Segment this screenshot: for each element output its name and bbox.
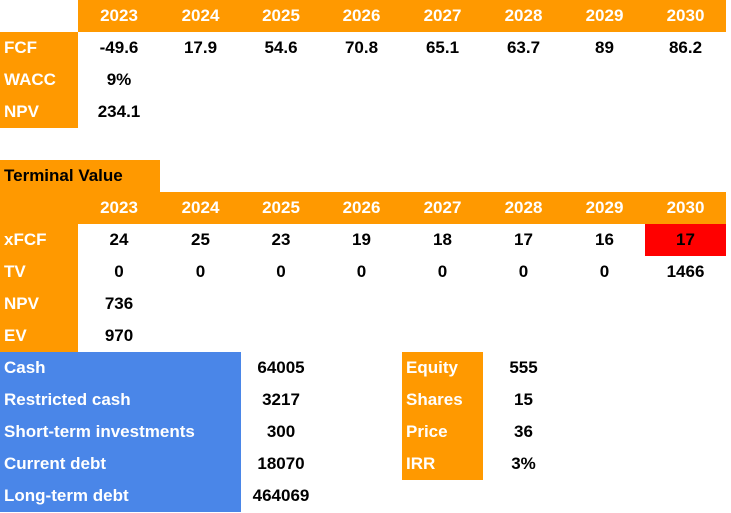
valuation-value: 15 <box>514 390 533 409</box>
value-cell: 17 <box>645 224 726 256</box>
value-cell: 17 <box>514 230 533 249</box>
value-cell: 736 <box>104 294 134 313</box>
balance-value: 18070 <box>257 454 305 473</box>
year-header: 2027 <box>423 6 462 25</box>
valuation-label: Shares <box>402 384 483 416</box>
value-cell: 19 <box>352 230 371 249</box>
row-label: xFCF <box>0 224 78 256</box>
balance-label: Restricted cash <box>0 384 241 416</box>
year-header: 2026 <box>342 6 381 25</box>
balance-label: Long-term debt <box>0 480 241 512</box>
balance-label: Short-term investments <box>0 416 241 448</box>
value-cell: 0 <box>276 262 286 281</box>
value-cell: 0 <box>437 262 448 281</box>
value-cell: 23 <box>271 230 291 249</box>
year-header: 2030 <box>666 198 705 217</box>
year-header: 2029 <box>585 6 624 25</box>
valuation-value: 555 <box>509 358 538 377</box>
row-label: NPV <box>0 288 78 320</box>
valuation-value: 36 <box>514 422 533 441</box>
value-cell: 18 <box>433 230 452 249</box>
row-label: FCF <box>0 32 78 64</box>
header-row <box>78 0 726 32</box>
value-cell: 89 <box>595 38 614 57</box>
year-header: 2030 <box>666 6 705 25</box>
value-cell: 54.6 <box>264 38 298 57</box>
value-cell: 86.2 <box>668 38 703 57</box>
valuation-label: Equity <box>402 352 483 384</box>
year-header: 2023 <box>100 6 138 25</box>
row-label: WACC <box>0 64 78 96</box>
value-cell: 0 <box>599 262 610 281</box>
value-cell: 0 <box>195 262 206 281</box>
year-header: 2025 <box>262 6 300 25</box>
value-cell: 65.1 <box>425 38 460 57</box>
value-cell: 0 <box>518 262 529 281</box>
value-cell: 234.1 <box>97 102 141 121</box>
value-cell: 1466 <box>666 262 705 281</box>
year-header: 2024 <box>181 6 220 25</box>
year-header: 2028 <box>504 198 543 217</box>
year-header: 2028 <box>504 6 543 25</box>
year-header: 2026 <box>342 198 381 217</box>
value-cell: 25 <box>191 230 210 249</box>
valuation-value: 3% <box>511 454 536 473</box>
value-cell: 0 <box>114 262 124 281</box>
value-cell: 70.8 <box>344 38 379 57</box>
balance-value: 64005 <box>257 358 305 377</box>
valuation-label: IRR <box>402 448 483 480</box>
value-cell: 970 <box>104 326 134 345</box>
value-cell: 63.7 <box>506 38 541 57</box>
value-cell: 17.9 <box>183 38 218 57</box>
row-label: TV <box>0 256 78 288</box>
year-header: 2025 <box>262 198 300 217</box>
value-cell: 24 <box>109 230 129 249</box>
balance-label: Cash <box>0 352 241 384</box>
year-header: 2023 <box>100 198 138 217</box>
balance-label: Current debt <box>0 448 241 480</box>
valuation-label: Price <box>402 416 483 448</box>
year-header: 2027 <box>423 198 462 217</box>
value-cell: 9% <box>106 70 132 89</box>
balance-value: 300 <box>266 422 296 441</box>
value-cell: 0 <box>356 262 367 281</box>
header-row <box>0 192 726 224</box>
balance-value: 464069 <box>252 486 310 505</box>
value-cell: 16 <box>595 230 614 249</box>
value-cell: -49.6 <box>99 38 139 57</box>
section-title: Terminal Value <box>0 160 160 192</box>
year-header: 2029 <box>585 198 624 217</box>
year-header: 2024 <box>181 198 220 217</box>
balance-value: 3217 <box>262 390 300 409</box>
row-label: NPV <box>0 96 78 128</box>
row-label: EV <box>0 320 78 352</box>
